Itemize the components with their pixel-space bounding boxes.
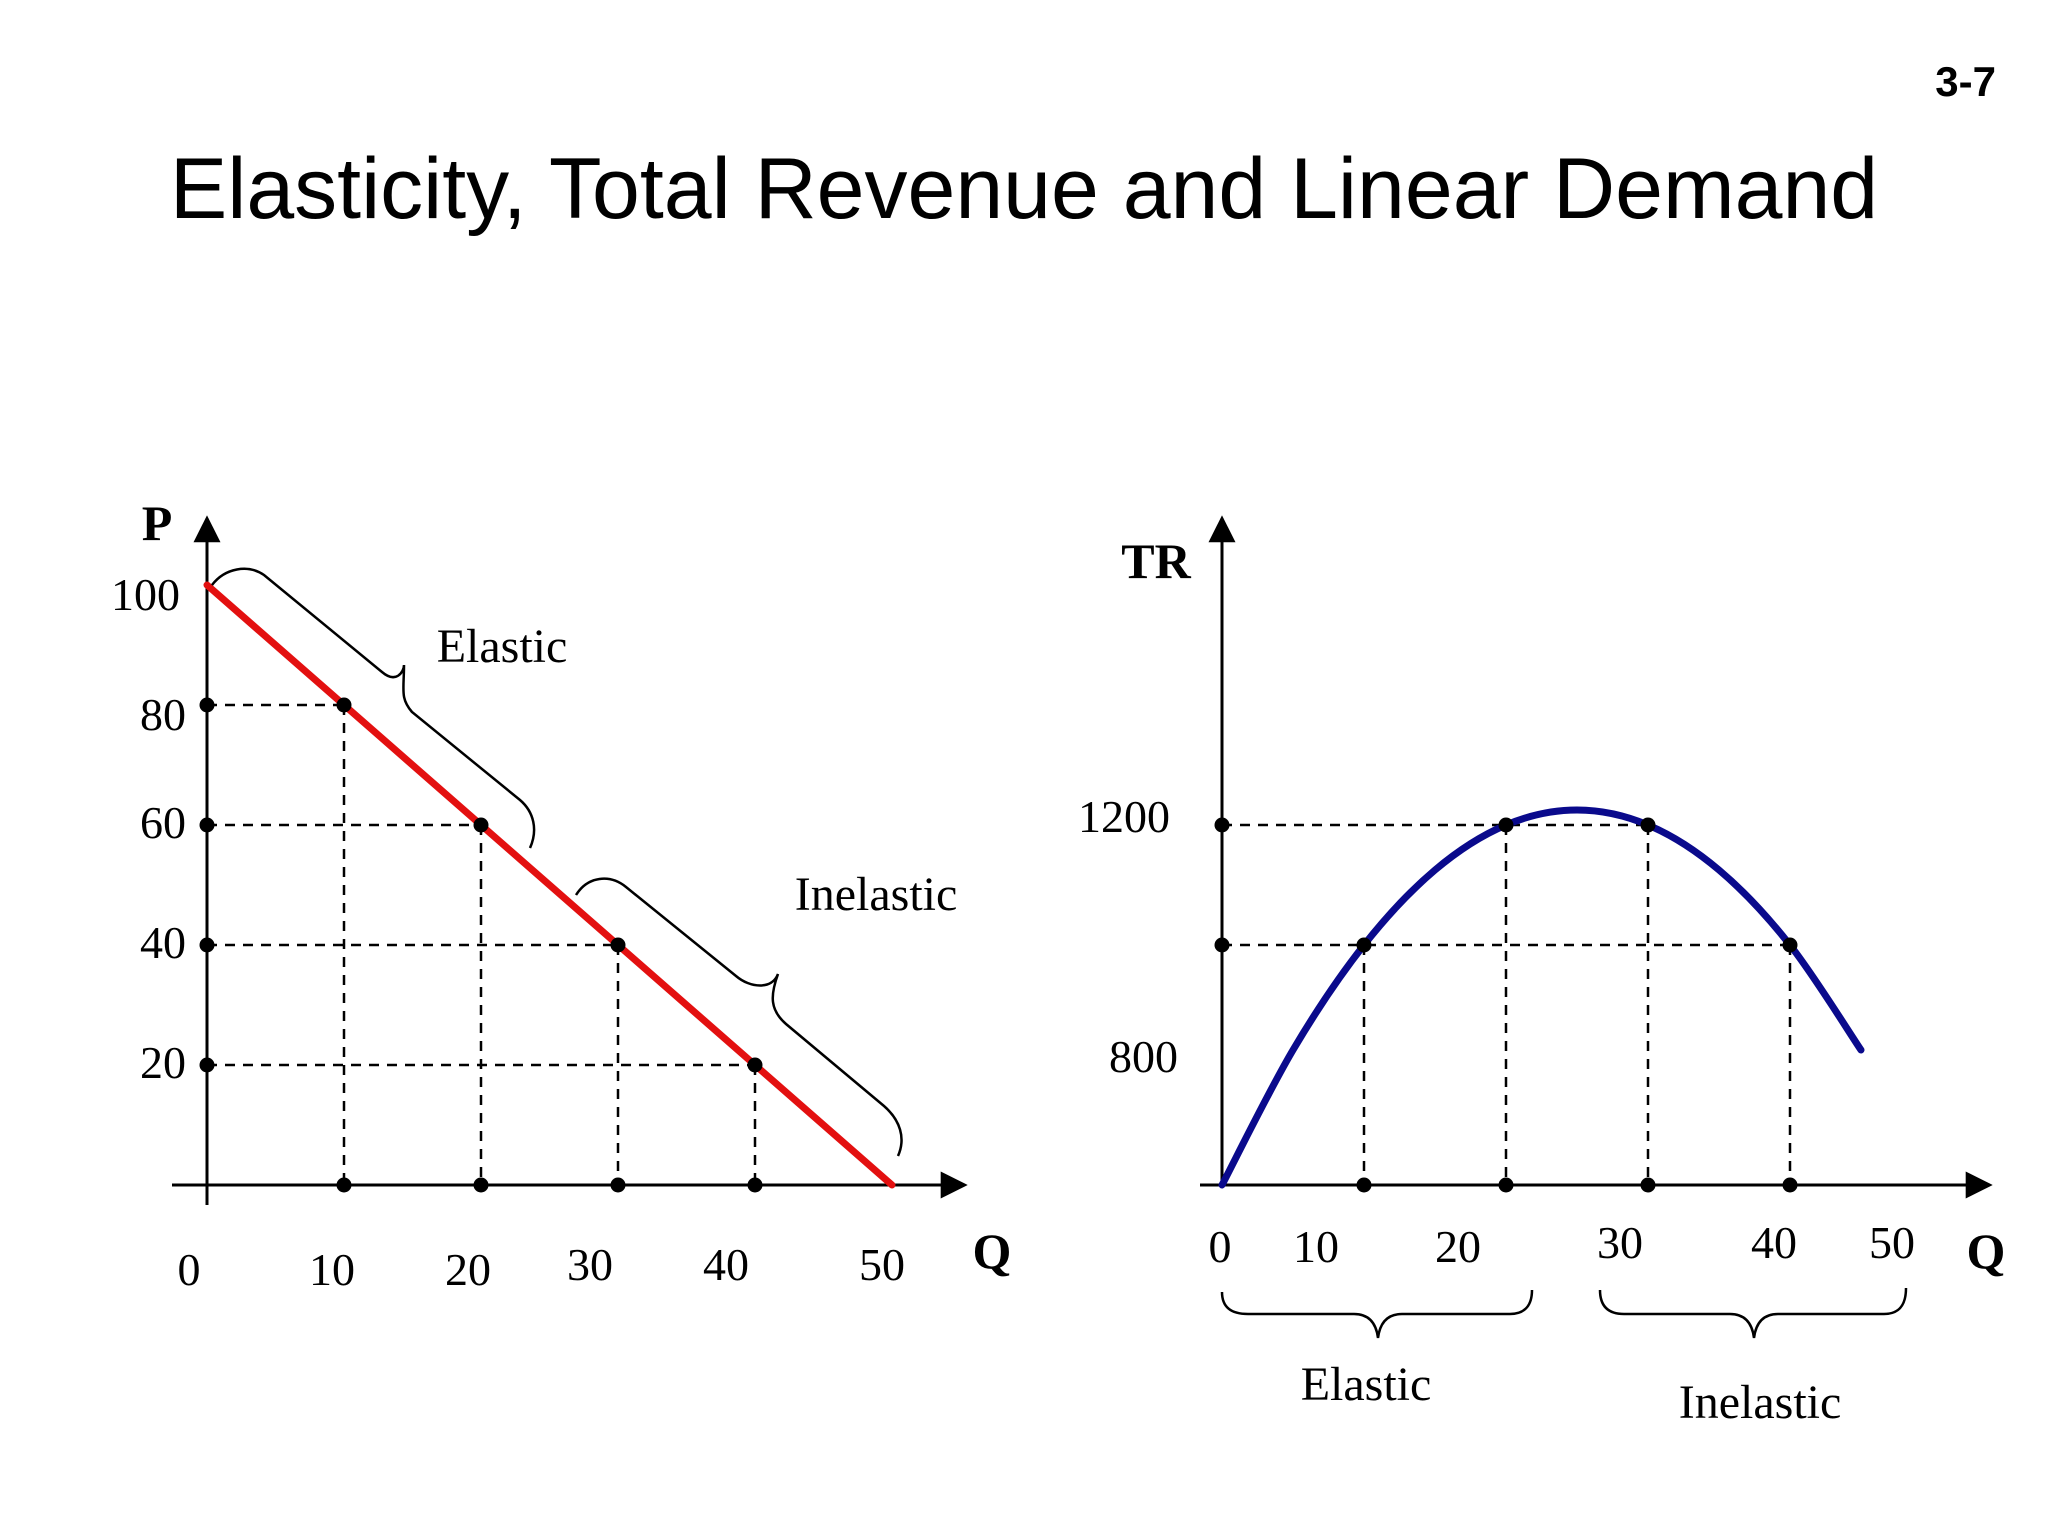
demand-elastic-label: Elastic <box>437 620 568 673</box>
total-revenue-chart: TR Q 1200 800 0 10 20 30 40 50 Elastic I… <box>1078 515 2006 1429</box>
slide-number: 3-7 <box>1935 58 1996 105</box>
demand-point-2 <box>610 937 626 953</box>
tr-x-tick-40: 40 <box>1751 1217 1797 1268</box>
tr-point-0 <box>1356 937 1372 953</box>
tr-points <box>1214 817 1798 1193</box>
tr-x-tick-50: 50 <box>1869 1217 1915 1268</box>
demand-y-axis-label: P <box>142 495 173 551</box>
demand-x-tick-10: 10 <box>309 1244 355 1295</box>
demand-inelastic-brace <box>574 877 903 1157</box>
demand-y-axis-point-1 <box>199 817 215 833</box>
demand-x-tick-30: 30 <box>567 1239 613 1290</box>
tr-y-tick-800: 800 <box>1109 1031 1178 1082</box>
demand-inelastic-label: Inelastic <box>795 868 958 921</box>
demand-x-tick-labels: 0 10 20 30 40 50 <box>178 1239 906 1295</box>
tr-curve <box>1218 806 1865 1189</box>
demand-elastic-brace <box>211 567 536 849</box>
tr-x-tick-labels: 0 10 20 30 40 50 <box>1209 1217 1916 1272</box>
demand-line <box>203 581 896 1189</box>
demand-point-0 <box>336 697 352 713</box>
tr-x-tick-0: 0 <box>1209 1221 1232 1272</box>
tr-y-tick-1200: 1200 <box>1078 791 1170 842</box>
tr-y-tick-labels: 1200 800 <box>1078 791 1178 1082</box>
demand-x-axis-point-3 <box>747 1177 763 1193</box>
demand-x-tick-50: 50 <box>859 1239 905 1290</box>
tr-point-1 <box>1498 817 1514 833</box>
tr-y-axis-label: TR <box>1121 533 1191 589</box>
demand-y-tick-labels: 100 80 60 40 20 <box>111 569 186 1088</box>
demand-x-tick-0: 0 <box>178 1244 201 1295</box>
tr-y-axis-point-0 <box>1214 937 1230 953</box>
tr-point-2 <box>1640 817 1656 833</box>
demand-x-axis-label: Q <box>973 1223 1012 1279</box>
tr-elastic-brace <box>1220 1289 1534 1339</box>
tr-x-tick-30: 30 <box>1597 1217 1643 1268</box>
demand-points <box>199 697 763 1193</box>
demand-chart: P Q 100 80 60 40 20 0 10 20 30 40 50 Ela… <box>111 495 1011 1295</box>
tr-elastic-label: Elastic <box>1301 1358 1432 1411</box>
demand-x-tick-20: 20 <box>445 1244 491 1295</box>
demand-x-axis-point-1 <box>473 1177 489 1193</box>
tr-point-3 <box>1782 937 1798 953</box>
demand-y-tick-60: 60 <box>140 797 186 848</box>
demand-guide-lines <box>207 703 757 1185</box>
tr-x-axis-point-1 <box>1498 1177 1514 1193</box>
tr-x-axis-point-0 <box>1356 1177 1372 1193</box>
demand-x-tick-40: 40 <box>703 1239 749 1290</box>
tr-x-axis-point-3 <box>1782 1177 1798 1193</box>
demand-y-axis-point-0 <box>199 697 215 713</box>
slide-title: Elasticity, Total Revenue and Linear Dem… <box>169 141 1879 237</box>
tr-x-tick-10: 10 <box>1293 1221 1339 1272</box>
demand-y-axis-point-2 <box>199 937 215 953</box>
demand-y-tick-40: 40 <box>140 917 186 968</box>
demand-y-tick-100: 100 <box>111 569 180 620</box>
tr-x-axis-label: Q <box>1967 1223 2006 1279</box>
tr-inelastic-label: Inelastic <box>1679 1376 1842 1429</box>
demand-point-3 <box>747 1057 763 1073</box>
demand-y-tick-20: 20 <box>140 1037 186 1088</box>
tr-y-axis-point-1 <box>1214 817 1230 833</box>
demand-y-axis-point-3 <box>199 1057 215 1073</box>
demand-y-tick-80: 80 <box>140 689 186 740</box>
tr-inelastic-brace <box>1598 1287 1908 1339</box>
tr-x-axis-point-2 <box>1640 1177 1656 1193</box>
demand-x-axis-point-2 <box>610 1177 626 1193</box>
demand-point-1 <box>473 817 489 833</box>
demand-x-axis-point-0 <box>336 1177 352 1193</box>
tr-x-tick-20: 20 <box>1435 1221 1481 1272</box>
tr-guide-lines <box>1222 823 1792 1185</box>
